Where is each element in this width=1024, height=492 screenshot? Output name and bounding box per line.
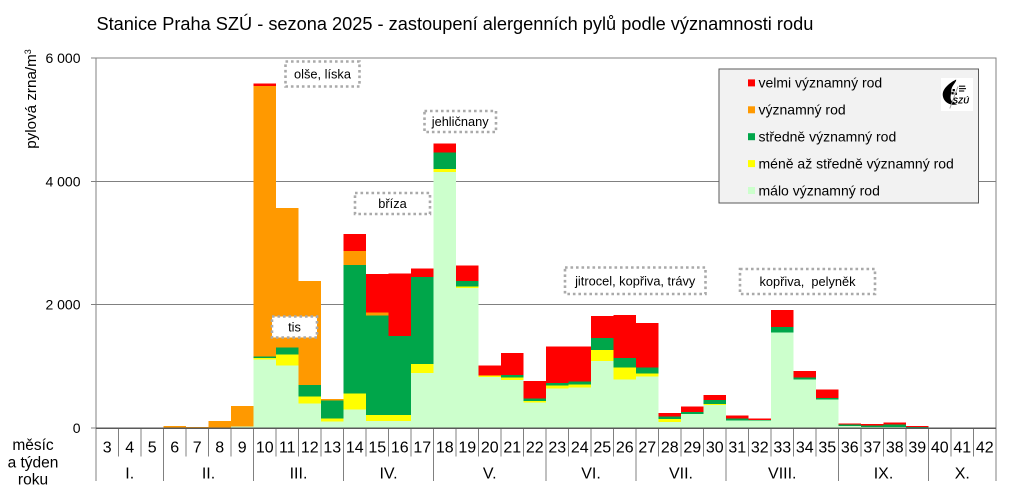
- svg-text:středně významný rod: středně významný rod: [759, 129, 897, 145]
- svg-text:13: 13: [323, 439, 341, 456]
- svg-text:jitrocel, kopřiva, trávy: jitrocel, kopřiva, trávy: [574, 273, 696, 288]
- svg-text:VII.: VII.: [669, 465, 693, 482]
- svg-text:9: 9: [238, 439, 247, 456]
- svg-text:14: 14: [346, 439, 364, 456]
- svg-text:kopřiva, pelyněk: kopřiva, pelyněk: [759, 274, 856, 289]
- svg-text:40: 40: [931, 439, 949, 456]
- svg-text:39: 39: [908, 439, 926, 456]
- svg-text:olše, líska: olše, líska: [294, 67, 352, 82]
- svg-text:roku: roku: [18, 472, 48, 489]
- svg-text:41: 41: [953, 439, 971, 456]
- svg-text:X.: X.: [955, 465, 970, 482]
- svg-text:37: 37: [863, 439, 881, 456]
- svg-text:11: 11: [279, 439, 296, 456]
- svg-text:29: 29: [683, 439, 701, 456]
- svg-text:32: 32: [751, 439, 769, 456]
- svg-text:23: 23: [548, 439, 566, 456]
- svg-text:15: 15: [368, 439, 386, 456]
- svg-text:25: 25: [593, 439, 611, 456]
- svg-text:I.: I.: [125, 465, 134, 482]
- svg-text:16: 16: [391, 439, 409, 456]
- svg-text:38: 38: [886, 439, 904, 456]
- svg-text:10: 10: [256, 439, 274, 456]
- svg-text:2 000: 2 000: [45, 297, 80, 313]
- svg-text:V.: V.: [483, 465, 497, 482]
- svg-text:0: 0: [73, 420, 81, 436]
- svg-text:Stanice Praha SZÚ - sezona 202: Stanice Praha SZÚ - sezona 2025 - zastou…: [97, 13, 814, 34]
- svg-text:31: 31: [728, 439, 746, 456]
- svg-text:27: 27: [638, 439, 656, 456]
- svg-text:30: 30: [706, 439, 724, 456]
- svg-text:tis: tis: [288, 320, 301, 335]
- svg-text:21: 21: [503, 439, 521, 456]
- svg-text:7: 7: [193, 439, 202, 456]
- svg-text:42: 42: [976, 439, 994, 456]
- svg-text:28: 28: [661, 439, 679, 456]
- svg-text:jehličnany: jehličnany: [431, 114, 490, 129]
- svg-text:6: 6: [170, 439, 179, 456]
- svg-text:IX.: IX.: [874, 465, 894, 482]
- svg-text:22: 22: [526, 439, 544, 456]
- svg-text:12: 12: [301, 439, 319, 456]
- svg-text:36: 36: [841, 439, 859, 456]
- svg-text:24: 24: [571, 439, 589, 456]
- svg-text:20: 20: [481, 439, 499, 456]
- svg-text:17: 17: [413, 439, 431, 456]
- svg-text:velmi významný rod: velmi významný rod: [759, 75, 883, 91]
- svg-text:8: 8: [215, 439, 224, 456]
- svg-text:19: 19: [458, 439, 476, 456]
- svg-text:méně až středně významný rod: méně až středně významný rod: [759, 155, 954, 171]
- svg-text:4 000: 4 000: [45, 173, 80, 189]
- svg-text:a týden: a týden: [8, 455, 59, 472]
- svg-text:3: 3: [103, 439, 112, 456]
- svg-text:významný rod: významný rod: [759, 102, 846, 118]
- svg-text:bříza: bříza: [378, 196, 407, 211]
- svg-text:VI.: VI.: [581, 465, 601, 482]
- svg-text:5: 5: [148, 439, 157, 456]
- svg-text:18: 18: [436, 439, 454, 456]
- svg-text:6 000: 6 000: [45, 50, 80, 66]
- svg-text:35: 35: [818, 439, 836, 456]
- svg-text:málo významný rod: málo významný rod: [759, 182, 880, 198]
- svg-text:33: 33: [773, 439, 791, 456]
- svg-text:měsíc: měsíc: [12, 437, 54, 454]
- svg-text:III.: III.: [290, 465, 308, 482]
- svg-text:26: 26: [616, 439, 634, 456]
- svg-text:34: 34: [796, 439, 814, 456]
- svg-text:VIII.: VIII.: [768, 465, 796, 482]
- svg-text:4: 4: [125, 439, 134, 456]
- svg-text:SZÚ: SZÚ: [953, 96, 970, 105]
- svg-text:IV.: IV.: [379, 465, 397, 482]
- svg-text:pylová zrna/m3: pylová zrna/m3: [23, 49, 40, 149]
- svg-text:II.: II.: [202, 465, 215, 482]
